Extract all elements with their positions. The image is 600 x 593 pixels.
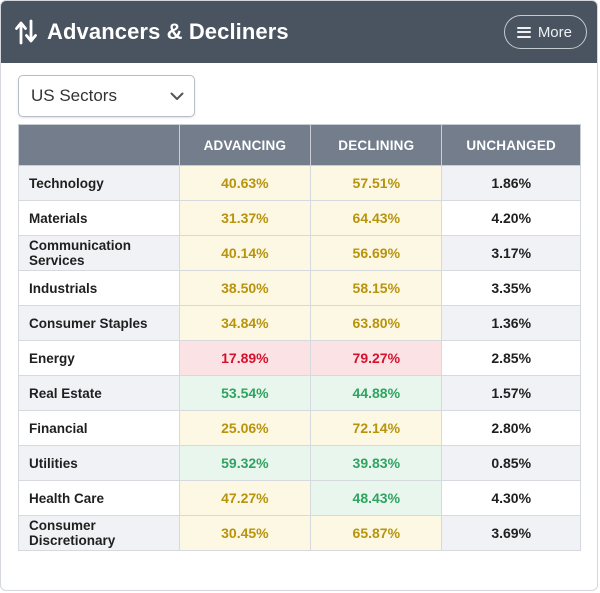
sector-name-cell: Real Estate	[18, 375, 180, 411]
unchanged-cell: 4.30%	[441, 480, 581, 516]
declining-cell: 57.51%	[310, 165, 443, 201]
sector-select[interactable]: US Sectors	[18, 75, 195, 117]
unchanged-cell: 0.85%	[441, 445, 581, 481]
table-row: Utilities 59.32% 39.83% 0.85%	[18, 445, 581, 481]
unchanged-cell: 2.85%	[441, 340, 581, 376]
more-button[interactable]: More	[503, 15, 587, 49]
advancing-cell: 47.27%	[178, 480, 312, 516]
unchanged-cell: 3.35%	[441, 270, 581, 306]
advancing-cell: 17.89%	[178, 340, 312, 376]
unchanged-cell: 1.86%	[441, 165, 581, 201]
declining-cell: 72.14%	[310, 410, 443, 446]
widget-header: Advancers & Decliners More	[1, 1, 597, 63]
advancing-cell: 34.84%	[178, 305, 312, 341]
sort-arrows-icon	[15, 19, 37, 45]
sector-name-cell: Industrials	[18, 270, 180, 306]
advancing-cell: 25.06%	[178, 410, 312, 446]
table-row: Consumer Staples 34.84% 63.80% 1.36%	[18, 305, 581, 341]
table-row: Consumer Discretionary 30.45% 65.87% 3.69%	[18, 515, 581, 551]
sector-select-value: US Sectors	[31, 86, 117, 105]
unchanged-cell: 1.36%	[441, 305, 581, 341]
table-row: Energy 17.89% 79.27% 2.85%	[18, 340, 581, 376]
advancers-decliners-table: ADVANCING DECLINING UNCHANGED Technology…	[18, 124, 581, 551]
sector-name-cell: Financial	[18, 410, 180, 446]
sector-name-cell: Consumer Discretionary	[18, 515, 180, 551]
unchanged-cell: 4.20%	[441, 200, 581, 236]
unchanged-cell: 3.69%	[441, 515, 581, 551]
declining-cell: 44.88%	[310, 375, 443, 411]
sector-filter: US Sectors	[18, 75, 195, 117]
more-button-label: More	[537, 23, 572, 41]
declining-cell: 56.69%	[310, 235, 443, 271]
declining-cell: 79.27%	[310, 340, 443, 376]
declining-cell: 64.43%	[310, 200, 443, 236]
sector-name-cell: Energy	[18, 340, 180, 376]
sector-name-cell: Utilities	[18, 445, 180, 481]
advancing-cell: 30.45%	[178, 515, 312, 551]
declining-cell: 63.80%	[310, 305, 443, 341]
column-header-sector	[18, 124, 180, 166]
declining-cell: 65.87%	[310, 515, 443, 551]
declining-cell: 58.15%	[310, 270, 443, 306]
chevron-down-icon	[170, 92, 184, 100]
column-header-unchanged: UNCHANGED	[441, 124, 581, 166]
advancing-cell: 53.54%	[178, 375, 312, 411]
sector-name-cell: Health Care	[18, 480, 180, 516]
unchanged-cell: 3.17%	[441, 235, 581, 271]
table-row: Health Care 47.27% 48.43% 4.30%	[18, 480, 581, 516]
table-row: Industrials 38.50% 58.15% 3.35%	[18, 270, 581, 306]
declining-cell: 39.83%	[310, 445, 443, 481]
advancing-cell: 59.32%	[178, 445, 312, 481]
advancing-cell: 40.63%	[178, 165, 312, 201]
column-header-declining: DECLINING	[310, 124, 443, 166]
unchanged-cell: 1.57%	[441, 375, 581, 411]
widget-title: Advancers & Decliners	[47, 19, 289, 44]
table-row: Materials 31.37% 64.43% 4.20%	[18, 200, 581, 236]
title-group: Advancers & Decliners	[15, 19, 289, 45]
advancing-cell: 40.14%	[178, 235, 312, 271]
declining-cell: 48.43%	[310, 480, 443, 516]
advancing-cell: 38.50%	[178, 270, 312, 306]
table-row: Technology 40.63% 57.51% 1.86%	[18, 165, 581, 201]
table-header-row: ADVANCING DECLINING UNCHANGED	[18, 124, 581, 166]
hamburger-icon	[516, 26, 531, 38]
advancing-cell: 31.37%	[178, 200, 312, 236]
sector-name-cell: Materials	[18, 200, 180, 236]
table-row: Communication Services 40.14% 56.69% 3.17%	[18, 235, 581, 271]
column-header-advancing: ADVANCING	[178, 124, 312, 166]
unchanged-cell: 2.80%	[441, 410, 581, 446]
sector-name-cell: Consumer Staples	[18, 305, 180, 341]
table-row: Real Estate 53.54% 44.88% 1.57%	[18, 375, 581, 411]
sector-name-cell: Communication Services	[18, 235, 180, 271]
table-row: Financial 25.06% 72.14% 2.80%	[18, 410, 581, 446]
sector-name-cell: Technology	[18, 165, 180, 201]
